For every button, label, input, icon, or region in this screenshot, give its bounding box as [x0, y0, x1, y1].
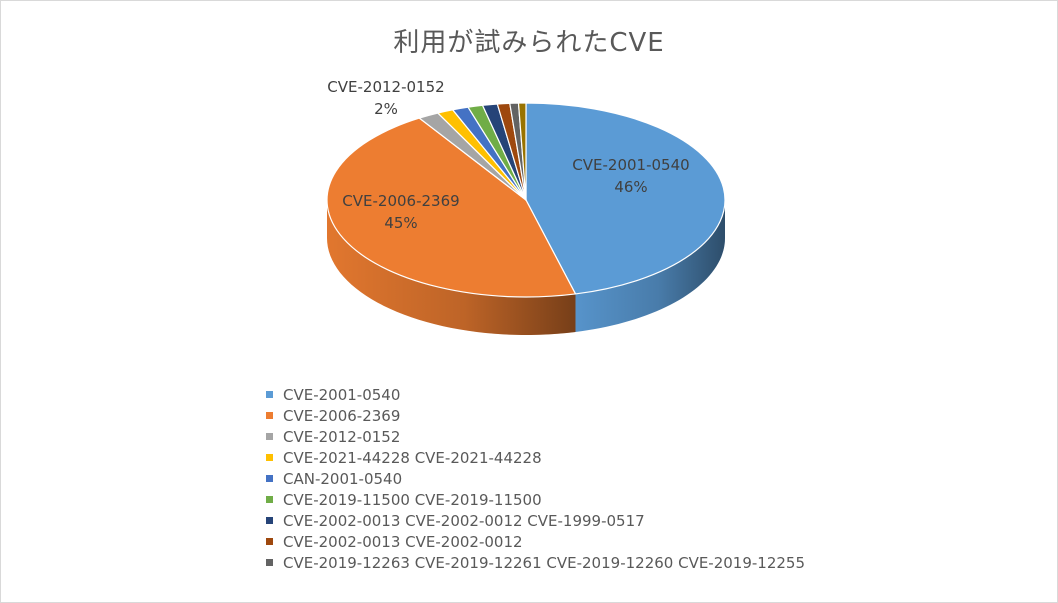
- legend-swatch: [266, 433, 273, 440]
- legend-swatch: [266, 496, 273, 503]
- pie-slice-cve-2001-0540: [525, 102, 726, 295]
- pie-data-labels: CVE-2001-0540 46% CVE-2006-2369 45% CVE-2012…: [327, 78, 689, 232]
- pie-side-shade: [327, 200, 576, 335]
- legend-item: CVE-2019-11500 CVE-2019-11500: [266, 490, 805, 511]
- legend-item: CVE-2019-12263 CVE-2019-12261 CVE-2019-1…: [266, 553, 805, 574]
- legend-item: CVE-2006-2369: [266, 406, 805, 427]
- data-label-percent: 45%: [384, 214, 417, 232]
- data-label-name: CVE-2012-0152: [327, 78, 444, 96]
- pie-slice-cve-2006-2369: [326, 117, 577, 298]
- legend-swatch: [266, 454, 273, 461]
- data-label-name: CVE-2006-2369: [342, 192, 459, 210]
- legend-label: CVE-2012-0152: [283, 428, 401, 446]
- legend-label: CVE-2002-0013 CVE-2002-0012: [283, 533, 523, 551]
- pie-side-shade: [575, 200, 725, 332]
- legend-item: CAN-2001-0540: [266, 469, 805, 490]
- legend-swatch: [266, 517, 273, 524]
- data-label-cve-2006-2369: CVE-2006-2369 45%: [342, 192, 459, 232]
- legend-swatch: [266, 412, 273, 419]
- data-label-name: CVE-2001-0540: [572, 156, 689, 174]
- legend-item: CVE-2002-0013 CVE-2002-0012 CVE-1999-051…: [266, 511, 805, 532]
- pie-slice-slice-9: [517, 102, 527, 201]
- legend-item: CVE-2001-0540: [266, 385, 805, 406]
- legend-label: CVE-2021-44228 CVE-2021-44228: [283, 449, 542, 467]
- legend-swatch: [266, 475, 273, 482]
- data-label-percent: 46%: [614, 178, 647, 196]
- legend-swatch: [266, 538, 273, 545]
- legend-label: CVE-2002-0013 CVE-2002-0012 CVE-1999-051…: [283, 512, 645, 530]
- legend-label: CVE-2019-11500 CVE-2019-11500: [283, 491, 542, 509]
- chart-title: 利用が試みられたCVE: [393, 28, 665, 58]
- pie-sides: [327, 200, 725, 335]
- legend-label: CVE-2001-0540: [283, 386, 401, 404]
- legend-item: CVE-2012-0152: [266, 427, 805, 448]
- data-label-cve-2001-0540: CVE-2001-0540 46%: [572, 156, 689, 196]
- legend-swatch: [266, 391, 273, 398]
- legend-label: CAN-2001-0540: [283, 470, 403, 488]
- legend-item: CVE-2002-0013 CVE-2002-0012: [266, 532, 805, 553]
- legend: CVE-2001-0540 CVE-2006-2369 CVE-2012-0152 C…: [266, 385, 805, 574]
- pie-tops: [326, 102, 726, 298]
- legend-label: CVE-2019-12263 CVE-2019-12261 CVE-2019-1…: [283, 554, 806, 572]
- legend-item: CVE-2021-44228 CVE-2021-44228: [266, 448, 805, 469]
- legend-label: CVE-2006-2369: [283, 407, 401, 425]
- data-label-percent: 2%: [374, 100, 398, 118]
- legend-swatch: [266, 559, 273, 566]
- data-label-cve-2012-0152: CVE-2012-0152 2%: [327, 78, 444, 118]
